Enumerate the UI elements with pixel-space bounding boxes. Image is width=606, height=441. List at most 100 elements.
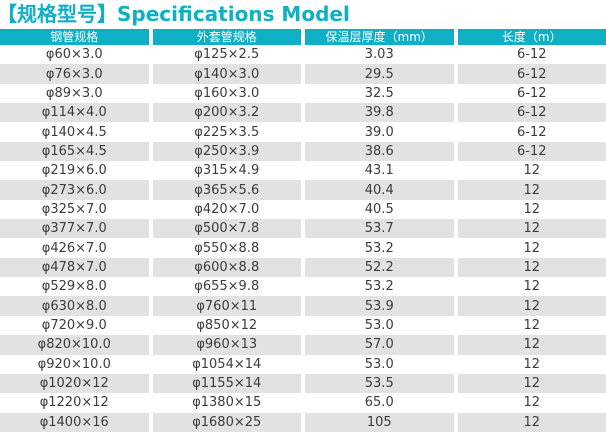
table-cell: φ200×3.2 [152, 103, 301, 123]
table-cell: 53.0 [305, 354, 454, 374]
table-cell: 3.03 [305, 45, 454, 65]
table-row: φ114×4.0 φ200×3.2 39.8 6-12 [0, 103, 606, 123]
table-cell: 6-12 [457, 83, 606, 104]
table-body: φ60×3.0 φ125×2.5 3.03 6-12 φ76×3.0 φ140×3.0 29… [0, 45, 606, 432]
table-row: φ630×8.0 φ760×11 53.9 12 [0, 296, 606, 316]
table-cell: φ655×9.8 [152, 277, 301, 297]
table-cell: 29.5 [305, 64, 454, 84]
table-cell: 6-12 [457, 64, 606, 84]
table-row: φ219×6.0 φ315×4.9 43.1 12 [0, 161, 606, 181]
table-cell: 6-12 [457, 141, 606, 162]
table-cell: φ720×9.0 [0, 315, 149, 336]
table-cell: φ760×11 [152, 296, 301, 316]
table-cell: φ600×8.8 [152, 257, 301, 278]
table-cell: φ1380×15 [152, 393, 301, 413]
table-cell: φ377×7.0 [0, 219, 149, 239]
table-cell: 12 [457, 238, 606, 258]
table-cell: φ89×3.0 [0, 83, 149, 104]
table-row: φ165×4.5 φ250×3.9 38.6 6-12 [0, 141, 606, 162]
table-cell: 40.4 [305, 180, 454, 200]
table-row: φ377×7.0 φ500×7.8 53.7 12 [0, 219, 606, 239]
table-cell: φ420×7.0 [152, 199, 301, 220]
table-cell: 53.7 [305, 219, 454, 239]
table-row: φ76×3.0 φ140×3.0 29.5 6-12 [0, 64, 606, 84]
table-cell: φ225×3.5 [152, 122, 301, 142]
table-cell: 12 [457, 296, 606, 316]
table-cell: 52.2 [305, 257, 454, 278]
table-cell: φ1680×25 [152, 412, 301, 432]
table-row: φ273×6.0 φ365×5.6 40.4 12 [0, 180, 606, 200]
specifications-table: 钢管规格 外套管规格 保温层厚度（mm） 长度（m） φ60×3.0 φ125×2… [0, 29, 606, 432]
table-row: φ426×7.0 φ550×8.8 53.2 12 [0, 238, 606, 258]
table-cell: φ500×7.8 [152, 219, 301, 239]
table-cell: φ820×10.0 [0, 335, 149, 355]
table-cell: φ1054×14 [152, 354, 301, 374]
table-cell: φ76×3.0 [0, 64, 149, 84]
table-cell: φ315×4.9 [152, 161, 301, 181]
table-cell: φ529×8.0 [0, 277, 149, 297]
header-insulation-thickness: 保温层厚度（mm） [305, 29, 454, 45]
table-cell: 12 [457, 180, 606, 200]
table-cell: φ219×6.0 [0, 161, 149, 181]
header-outer-casing-spec: 外套管规格 [152, 29, 301, 45]
table-cell: 40.5 [305, 199, 454, 220]
table-row: φ1220×12 φ1380×15 65.0 12 [0, 393, 606, 413]
table-row: φ920×10.0 φ1054×14 53.0 12 [0, 354, 606, 374]
table-cell: φ550×8.8 [152, 238, 301, 258]
header-steel-pipe-spec: 钢管规格 [0, 29, 149, 45]
table-cell: φ250×3.9 [152, 141, 301, 162]
table-cell: φ1020×12 [0, 373, 149, 394]
table-cell: φ160×3.0 [152, 83, 301, 104]
table-cell: φ114×4.0 [0, 103, 149, 123]
table-row: φ529×8.0 φ655×9.8 53.2 12 [0, 277, 606, 297]
table-cell: 12 [457, 219, 606, 239]
table-cell: 57.0 [305, 335, 454, 355]
table-cell: 12 [457, 315, 606, 336]
table-cell: φ960×13 [152, 335, 301, 355]
table-cell: 53.2 [305, 277, 454, 297]
table-cell: 53.5 [305, 373, 454, 394]
header-length: 长度（m） [457, 29, 606, 45]
table-cell: 12 [457, 354, 606, 374]
table-row: φ820×10.0 φ960×13 57.0 12 [0, 335, 606, 355]
table-cell: φ850×12 [152, 315, 301, 336]
table-cell: 53.2 [305, 238, 454, 258]
table-row: φ325×7.0 φ420×7.0 40.5 12 [0, 199, 606, 220]
table-cell: 12 [457, 335, 606, 355]
table-cell: 12 [457, 412, 606, 432]
table-cell: 38.6 [305, 141, 454, 162]
table-row: φ60×3.0 φ125×2.5 3.03 6-12 [0, 45, 606, 65]
table-cell: φ1400×16 [0, 412, 149, 432]
table-cell: φ365×5.6 [152, 180, 301, 200]
table-cell: 12 [457, 373, 606, 394]
table-cell: φ1220×12 [0, 393, 149, 413]
table-cell: 12 [457, 161, 606, 181]
table-row: φ89×3.0 φ160×3.0 32.5 6-12 [0, 83, 606, 104]
page-title: 【规格型号】Specifications Model [0, 2, 350, 26]
table-cell: 53.0 [305, 315, 454, 336]
table-cell: 12 [457, 199, 606, 220]
table-cell: 32.5 [305, 83, 454, 104]
table-cell: 6-12 [457, 45, 606, 65]
table-cell: 12 [457, 277, 606, 297]
table-header-row: 钢管规格 外套管规格 保温层厚度（mm） 长度（m） [0, 29, 606, 45]
table-cell: 12 [457, 257, 606, 278]
table-cell: φ920×10.0 [0, 354, 149, 374]
table-cell: φ140×3.0 [152, 64, 301, 84]
table-cell: 105 [305, 412, 454, 432]
table-cell: 43.1 [305, 161, 454, 181]
table-cell: φ273×6.0 [0, 180, 149, 200]
table-cell: φ426×7.0 [0, 238, 149, 258]
table-row: φ1400×16 φ1680×25 105 12 [0, 412, 606, 432]
table-cell: 39.8 [305, 103, 454, 123]
table-cell: φ478×7.0 [0, 257, 149, 278]
table-cell: φ140×4.5 [0, 122, 149, 142]
table-cell: 12 [457, 393, 606, 413]
table-row: φ1020×12 φ1155×14 53.5 12 [0, 373, 606, 394]
table-cell: 65.0 [305, 393, 454, 413]
table-cell: φ1155×14 [152, 373, 301, 394]
table-row: φ720×9.0 φ850×12 53.0 12 [0, 315, 606, 336]
table-cell: φ165×4.5 [0, 141, 149, 162]
table-cell: 53.9 [305, 296, 454, 316]
